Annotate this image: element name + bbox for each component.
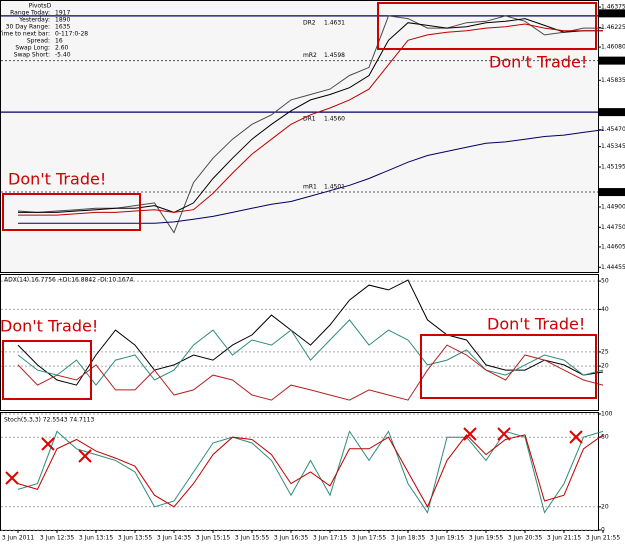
tick-highlight bbox=[599, 56, 625, 65]
x-tick-label: 3 Jun 16:35 bbox=[274, 535, 308, 542]
series-line bbox=[17, 279, 604, 386]
tick-highlight bbox=[599, 9, 625, 18]
tick-highlight bbox=[599, 108, 625, 117]
y-tick-label: 40 bbox=[601, 306, 609, 313]
x-tick-label: 3 Jun 15:15 bbox=[196, 535, 230, 542]
info-key: Swap Short: bbox=[14, 52, 50, 59]
x-tick-label: 3 Jun 13:55 bbox=[118, 535, 152, 542]
level-name: DR1 bbox=[303, 116, 316, 123]
info-value: 1890 bbox=[55, 17, 70, 24]
level-name: DR2 bbox=[303, 19, 316, 26]
info-value: -5.40 bbox=[55, 52, 71, 59]
y-tick-label: 1.45345 bbox=[601, 143, 625, 150]
x-tick-label: 3 Jun 15:55 bbox=[235, 535, 269, 542]
annotation: Don't Trade! bbox=[0, 317, 98, 336]
annotation-box bbox=[377, 2, 597, 50]
stoch-panel bbox=[0, 412, 599, 531]
price-panel bbox=[0, 0, 599, 273]
y-tick-label: 80 bbox=[601, 434, 609, 441]
info-title: PivotsD bbox=[29, 3, 52, 10]
x-tick-label: 3 Jun 2011 bbox=[2, 535, 34, 542]
level-label: 1.4501 bbox=[324, 184, 345, 191]
y-tick-label: 1.45980 bbox=[601, 57, 625, 64]
x-tick-label: 3 Jun 19:15 bbox=[430, 535, 464, 542]
series-line bbox=[18, 129, 604, 224]
series-line bbox=[17, 344, 604, 401]
x-tick-label: 3 Jun 20:35 bbox=[508, 535, 542, 542]
x-markers bbox=[5, 427, 583, 485]
info-value: 2.60 bbox=[55, 45, 69, 52]
y-tick-label: 1.45195 bbox=[601, 163, 625, 170]
y-tick-label: 1.44750 bbox=[601, 224, 625, 231]
x-tick-label: 3 Jun 21:55 bbox=[586, 535, 620, 542]
y-tick-label: 1.45010 bbox=[601, 189, 625, 196]
y-tick-label: 1.44900 bbox=[601, 203, 625, 210]
panel-title: Stoch(5,3,3) 72.5543 74.7113 bbox=[4, 417, 95, 424]
info-value: 16 bbox=[55, 38, 63, 45]
level-label: 1.4560 bbox=[324, 116, 345, 123]
x-tick-label: 3 Jun 14:35 bbox=[157, 535, 191, 542]
y-tick-label: 1.46375 bbox=[601, 4, 625, 11]
info-key: Swap Long: bbox=[15, 45, 50, 52]
series-line bbox=[18, 23, 603, 216]
y-tick-label: 1.45600 bbox=[601, 109, 625, 116]
level-name: mR2 bbox=[303, 52, 317, 59]
level-name: mR1 bbox=[303, 184, 317, 191]
y-tick-label: 100 bbox=[601, 411, 613, 418]
y-tick-label: 1.44605 bbox=[601, 243, 625, 250]
y-tick-label: 1.45835 bbox=[601, 77, 625, 84]
info-key: Yesterday: bbox=[18, 17, 50, 24]
annotation-box bbox=[2, 340, 92, 400]
info-key: 30 Day Range: bbox=[6, 24, 50, 31]
series-line bbox=[17, 434, 604, 508]
x-tick-label: 3 Jun 17:55 bbox=[352, 535, 386, 542]
y-tick-label: 1.46080 bbox=[601, 44, 625, 51]
level-label: 1.4598 bbox=[324, 52, 345, 59]
annotation: Don't Trade! bbox=[8, 170, 106, 189]
y-tick-label: 1.44455 bbox=[601, 264, 625, 271]
panel-title: ADX(14) 16.7756 +DI:16.8842 -DI:10.1674 bbox=[4, 277, 134, 284]
annotation: Don't Trade! bbox=[489, 53, 587, 72]
y-tick-label: 50 bbox=[601, 278, 609, 285]
annotation-box bbox=[420, 334, 597, 399]
y-tick-label: 20 bbox=[601, 363, 609, 370]
x-tick-label: 3 Jun 19:55 bbox=[469, 535, 503, 542]
annotation: Don't Trade! bbox=[487, 315, 585, 334]
y-tick-label: 1.46225 bbox=[601, 24, 625, 31]
x-tick-label: 3 Jun 17:15 bbox=[313, 535, 347, 542]
series-line bbox=[18, 18, 603, 213]
info-value: 1635 bbox=[55, 24, 70, 31]
series-line bbox=[17, 319, 604, 386]
x-tick-label: 3 Jun 21:15 bbox=[547, 535, 581, 542]
tick-highlight bbox=[599, 188, 625, 197]
y-tick-label: 1.45470 bbox=[601, 126, 625, 133]
y-tick-label: 1.46329 bbox=[601, 10, 625, 17]
y-tick-label: 25 bbox=[601, 348, 609, 355]
y-tick-label: 20 bbox=[601, 503, 609, 510]
x-tick-label: 3 Jun 18:35 bbox=[391, 535, 425, 542]
info-value: 0-117:0-28 bbox=[55, 31, 88, 38]
level-label: 1.4631 bbox=[324, 19, 345, 26]
info-key: Range Today: bbox=[10, 10, 50, 17]
annotation-box bbox=[2, 193, 141, 231]
info-value: 1917 bbox=[55, 10, 70, 17]
info-key: Time to next bar: bbox=[0, 31, 50, 38]
x-tick-label: 3 Jun 12:35 bbox=[40, 535, 74, 542]
info-key: Spread: bbox=[27, 38, 50, 45]
x-tick-label: 3 Jun 13:15 bbox=[79, 535, 113, 542]
